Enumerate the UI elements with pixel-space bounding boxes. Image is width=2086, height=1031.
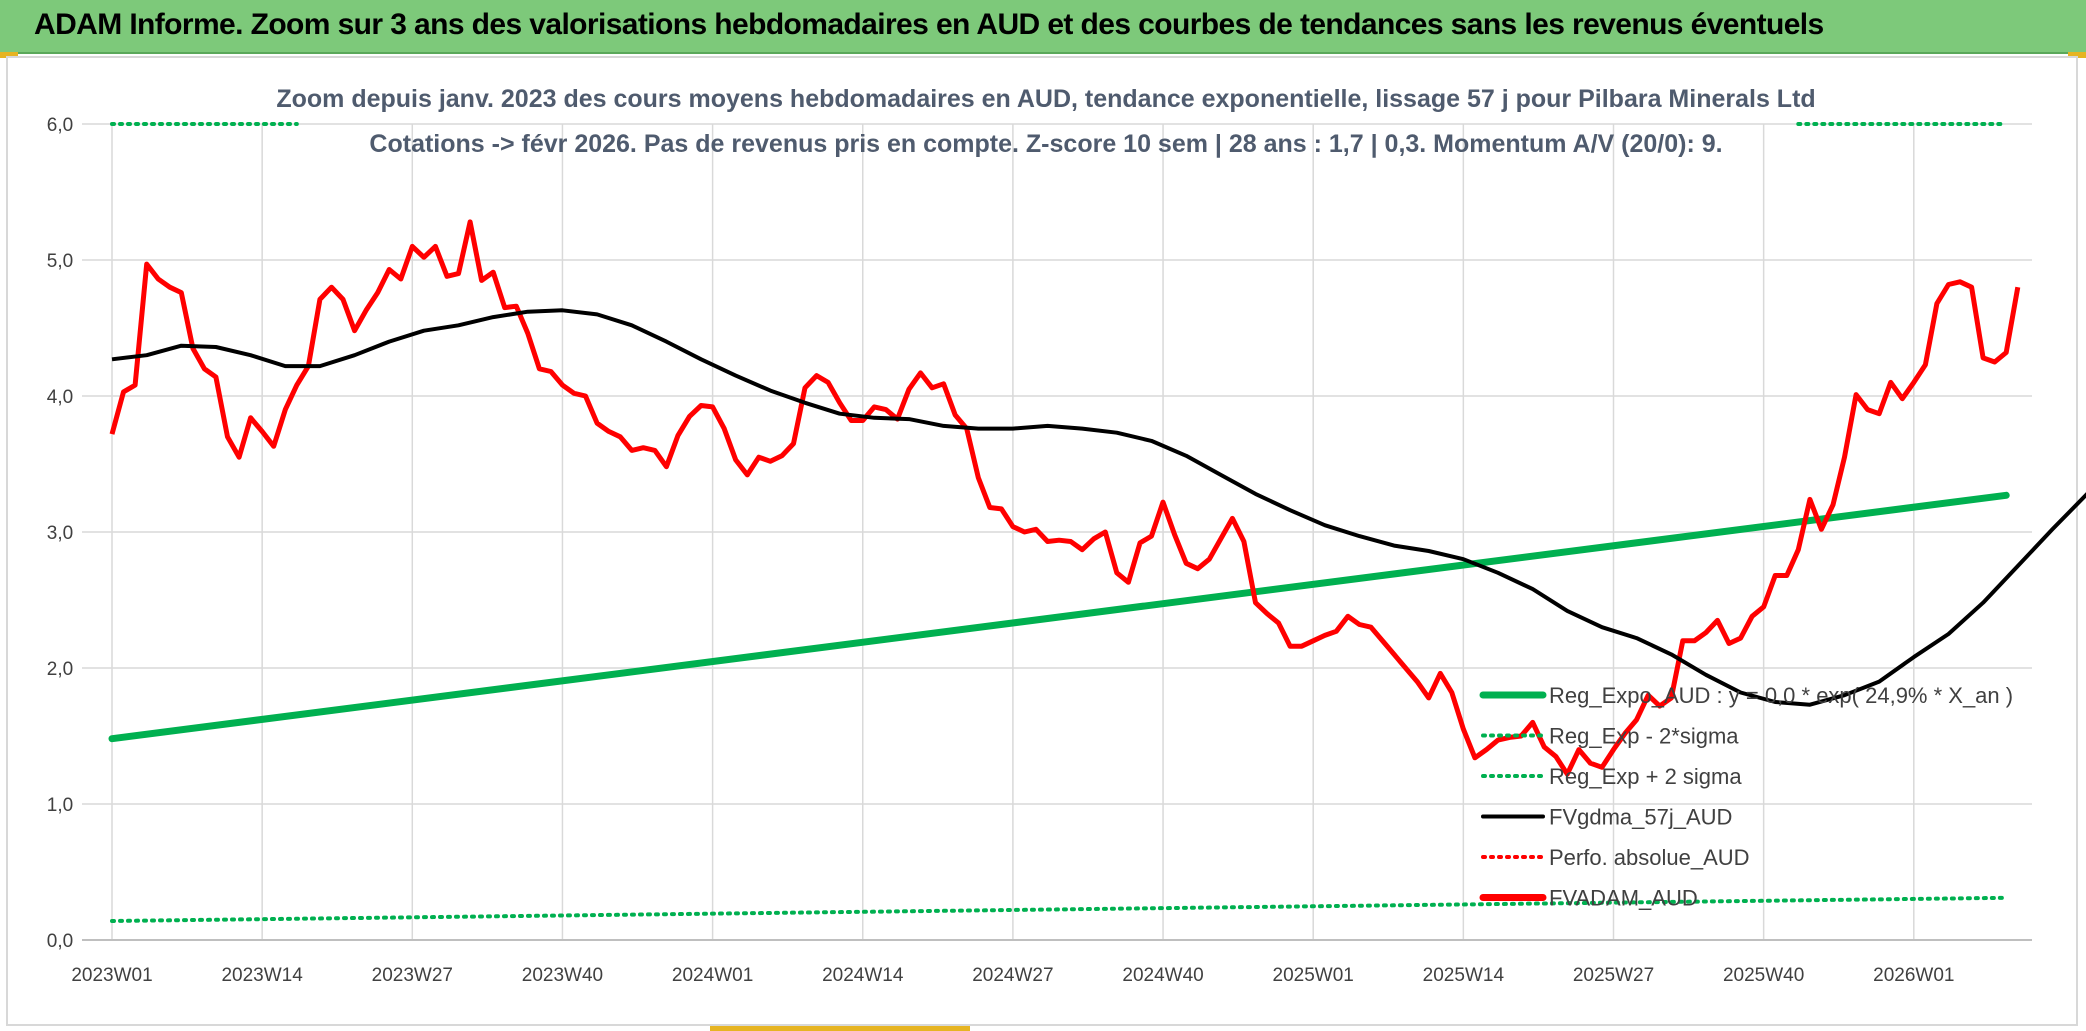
x-tick-label: 2023W27 <box>372 965 453 986</box>
legend-label: Perfo. absolue_AUD <box>1549 845 1750 870</box>
series-fvadam-price <box>109 219 2021 777</box>
y-tick-label: 3,0 <box>47 523 73 544</box>
x-tick-label: 2024W01 <box>672 965 753 986</box>
chart-title-line1: Zoom depuis janv. 2023 des cours moyens … <box>276 85 1815 113</box>
legend-label: Reg_Exp - 2*sigma <box>1549 724 1739 749</box>
series-exp-trend <box>108 491 2010 743</box>
series-fvgdma-smooth <box>111 308 2086 707</box>
chart-frame <box>6 56 2078 1026</box>
x-tick-label: 2026W01 <box>1873 965 1954 986</box>
x-tick-label: 2023W40 <box>522 965 603 986</box>
legend-label: Reg_Exp + 2 sigma <box>1549 764 1742 789</box>
y-tick-label: 4,0 <box>47 387 73 408</box>
legend-label: FVADAM_AUD <box>1549 886 1698 911</box>
corner-mark-left <box>0 52 18 58</box>
series-lower-sigma <box>110 895 2009 923</box>
x-tick-label: 2025W27 <box>1573 965 1654 986</box>
y-tick-label: 1,0 <box>47 795 73 816</box>
chart-title-line2: Cotations -> févr 2026. Pas de revenus p… <box>369 130 1722 158</box>
corner-mark-right <box>2068 52 2086 58</box>
y-tick-label: 0,0 <box>47 931 73 952</box>
x-tick-label: 2023W01 <box>71 965 152 986</box>
y-tick-label: 6,0 <box>47 115 73 136</box>
legend: Reg_Expo_AUD : y = 0,0 * exp( 24,9% * X_… <box>1479 683 2013 911</box>
report-banner: ADAM Informe. Zoom sur 3 ans des valoris… <box>0 0 2086 54</box>
axes: 0,0 1,0 2,0 3,0 4,0 5,0 6,0 2023W01 2023W14 2023W… <box>47 115 2032 986</box>
legend-label: Reg_Expo_AUD : y = 0,0 * exp( 24,9% * X_… <box>1549 683 2013 708</box>
x-tick-label: 2023W14 <box>221 965 303 986</box>
y-tick-label: 2,0 <box>47 659 73 680</box>
report-title: ADAM Informe. Zoom sur 3 ans des valoris… <box>34 8 1824 41</box>
x-tick-label: 2025W01 <box>1273 965 1354 986</box>
legend-label: FVgdma_57j_AUD <box>1549 805 1732 830</box>
series-layer <box>108 122 2086 923</box>
x-tick-label: 2025W14 <box>1423 965 1505 986</box>
x-tick-label: 2024W14 <box>822 965 904 986</box>
bottom-mark <box>710 1026 970 1031</box>
x-tick-label: 2024W27 <box>972 965 1053 986</box>
x-tick-label: 2024W40 <box>1122 965 1203 986</box>
x-tick-label: 2025W40 <box>1723 965 1804 986</box>
y-tick-label: 5,0 <box>47 251 73 272</box>
